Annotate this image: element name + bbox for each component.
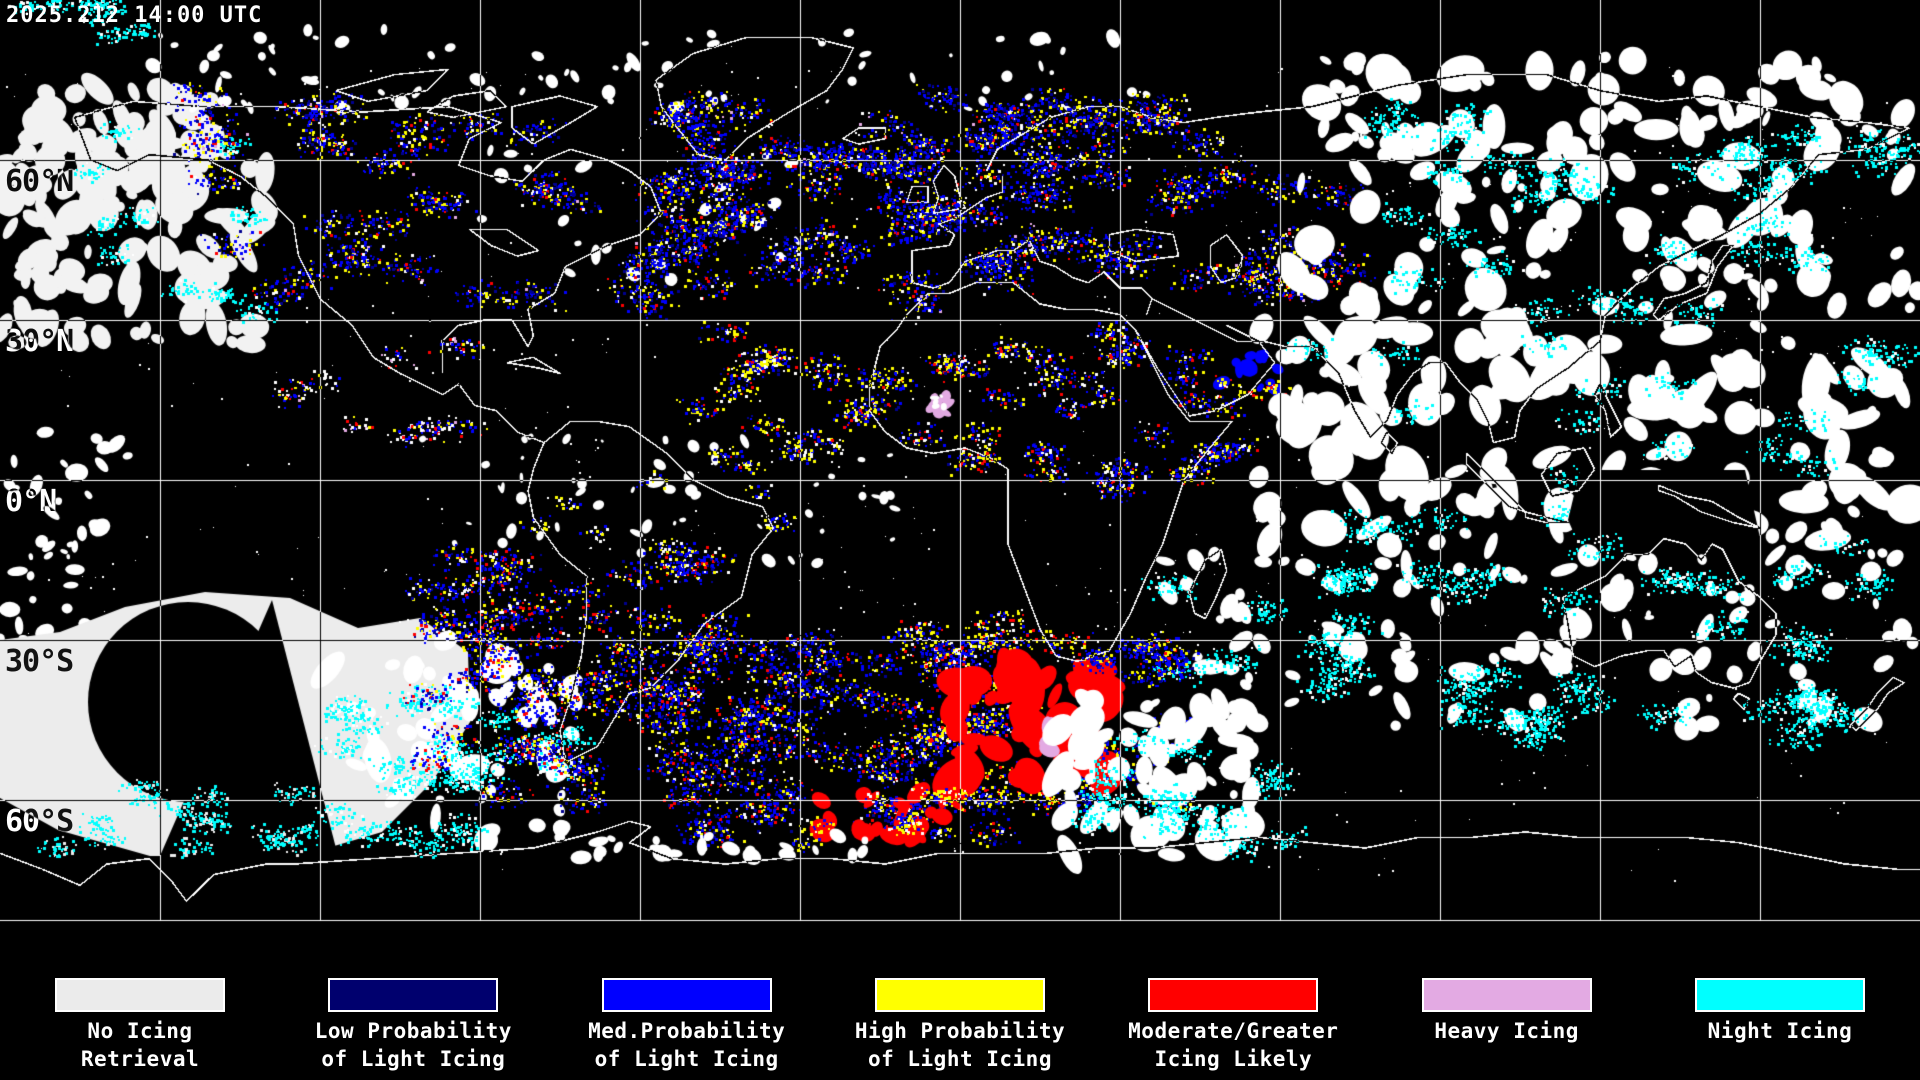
legend-label-line1: Night Icing [1707,1019,1853,1043]
latitude-label: 60°S [5,804,74,839]
latitude-label: 0°N [5,484,57,519]
legend-color-swatch [601,978,772,1012]
legend-item: High Probability of Light Icing [838,968,1082,1080]
legend-item: Night Icing [1658,968,1902,1080]
latitude-label: 30°N [5,324,74,359]
legend-bar: No Icing Retrieval Low Probability of Light… [0,968,1920,1080]
legend-label-line2: Retrieval [80,1047,200,1071]
legend-item: Heavy Icing [1385,968,1629,1080]
legend-label-line2: of Light Icing [867,1047,1052,1071]
legend-label-line1: Moderate/Greater [1128,1019,1339,1043]
legend-label-line1: Heavy Icing [1434,1019,1579,1043]
legend-label-line1: Med.Probability [588,1019,786,1043]
legend-color-swatch [1421,978,1592,1012]
legend-label-line1: High Probability [854,1019,1066,1043]
legend-color-swatch [874,978,1045,1012]
legend-label-line2: of Light Icing [321,1047,506,1071]
legend-color-swatch [1148,978,1319,1012]
legend-color-swatch [55,978,225,1012]
latitude-label: 60°N [5,164,74,199]
legend-item: Moderate/Greater Icing Likely [1111,968,1355,1080]
legend-label-line2: of Light Icing [594,1047,779,1071]
legend-label-line1: No Icing [87,1019,193,1043]
legend-label-line2: Icing Likely [1154,1047,1313,1071]
legend-label-line1: Low Probability [314,1019,512,1043]
timestamp: 2025.212 14:00 UTC [6,3,263,28]
latitude-label: 30°S [5,644,74,679]
legend-color-swatch [1694,978,1865,1012]
legend-item: No Icing Retrieval [18,968,262,1080]
legend-item: Med.Probability of Light Icing [565,968,809,1080]
map-area: 2025.212 14:00 UTC 60°N 30°N 0°N 30°S 60°S [0,0,1920,968]
world-icing-map-canvas [0,0,1920,968]
legend-color-swatch [328,978,499,1012]
legend-item: Low Probability of Light Icing [291,968,535,1080]
